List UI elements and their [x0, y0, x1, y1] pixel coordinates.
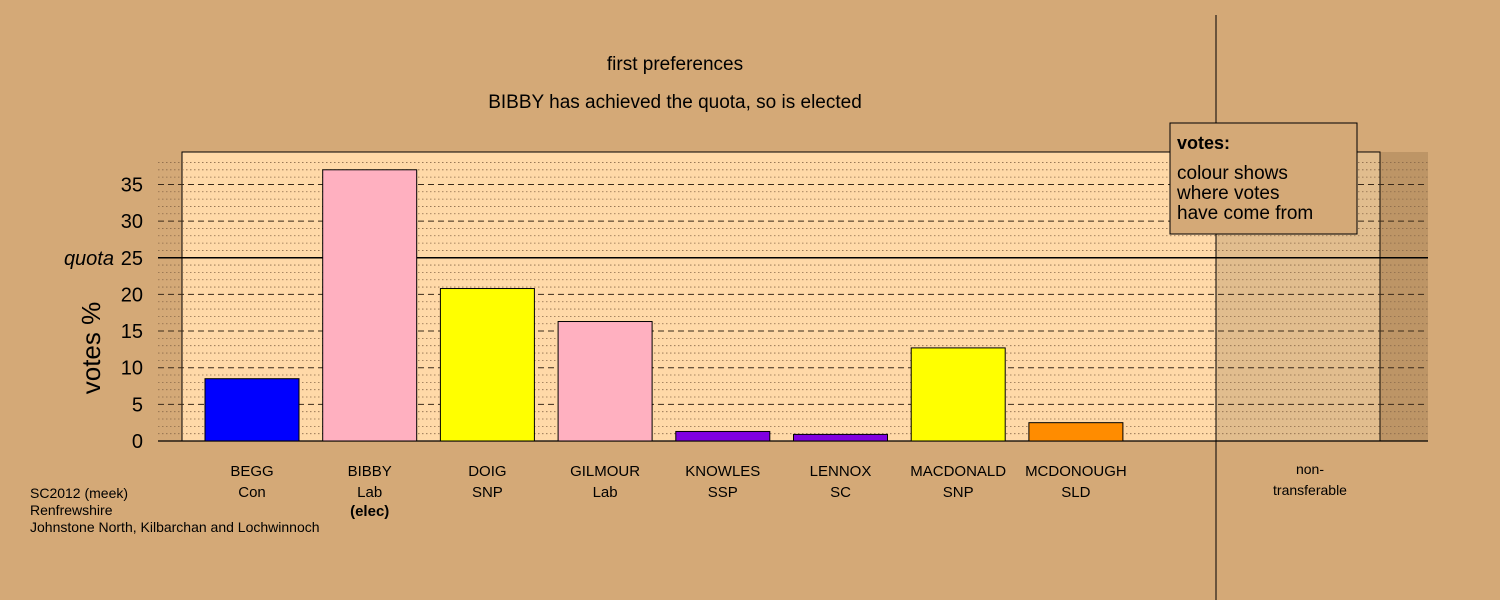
- legend-title: votes:: [1177, 133, 1230, 153]
- quota-label: quota: [64, 248, 114, 270]
- nontransferable-label: non-: [1296, 461, 1324, 477]
- y-tick-label: 0: [132, 431, 143, 453]
- y-tick-label: 35: [121, 174, 143, 196]
- elected-note: (elec): [350, 503, 389, 520]
- footer: SC2012 (meek) Renfrewshire Johnstone Nor…: [30, 485, 320, 536]
- candidate-party: SSP: [708, 484, 738, 501]
- candidate-name: LENNOX: [810, 463, 872, 480]
- candidate-party: SLD: [1061, 484, 1090, 501]
- legend-box: [1169, 122, 1358, 235]
- bar: [1028, 422, 1124, 442]
- footer-line: Renfrewshire: [30, 502, 113, 518]
- candidate-name: GILMOUR: [570, 463, 640, 480]
- footer-line: SC2012 (meek): [30, 485, 129, 501]
- footer-line: Johnstone North, Kilbarchan and Lochwinn…: [30, 519, 320, 535]
- bar: [793, 433, 888, 442]
- candidate-name: DOIG: [468, 463, 506, 480]
- bar: [557, 321, 653, 442]
- candidate-name: MCDONOUGH: [1025, 463, 1127, 480]
- y-tick-label: 20: [121, 284, 143, 306]
- candidate-party: SNP: [943, 484, 974, 501]
- bar: [439, 288, 535, 442]
- nontransferable-label: transferable: [1273, 482, 1347, 498]
- legend-line: have come from: [1177, 203, 1313, 224]
- candidate-party: Lab: [593, 484, 618, 501]
- chart-subtitle: BIBBY has achieved the quota, so is elec…: [488, 92, 862, 113]
- legend-line: colour shows: [1177, 163, 1288, 184]
- candidate-name: BEGG: [230, 463, 273, 480]
- bar: [910, 347, 1006, 442]
- legend-line: where votes: [1176, 183, 1279, 204]
- y-tick-label: 25: [121, 248, 143, 270]
- bars: [204, 169, 1124, 442]
- legend: votes: colour shows where votes have com…: [1169, 122, 1358, 235]
- y-axis-label: votes %: [76, 302, 106, 395]
- candidate-party: Lab: [357, 484, 382, 501]
- candidate-party: SNP: [472, 484, 503, 501]
- candidate-party: Con: [238, 484, 266, 501]
- candidate-name: KNOWLES: [685, 463, 760, 480]
- y-axis: 0 5 10 15 20 25 30 35 quota: [64, 174, 143, 453]
- x-axis-labels: BEGG Con BIBBY Lab (elec) DOIG SNP GILMOUR Lab KN…: [230, 461, 1347, 520]
- bar: [322, 169, 418, 442]
- bar: [675, 430, 771, 442]
- chart-title: first preferences: [607, 54, 743, 75]
- y-tick-label: 10: [121, 358, 143, 380]
- y-tick-label: 15: [121, 321, 143, 343]
- candidate-party: SC: [830, 484, 851, 501]
- candidate-name: MACDONALD: [910, 463, 1006, 480]
- bar: [204, 378, 300, 442]
- y-tick-label: 30: [121, 211, 143, 233]
- y-tick-label: 5: [132, 394, 143, 416]
- candidate-name: BIBBY: [348, 463, 392, 480]
